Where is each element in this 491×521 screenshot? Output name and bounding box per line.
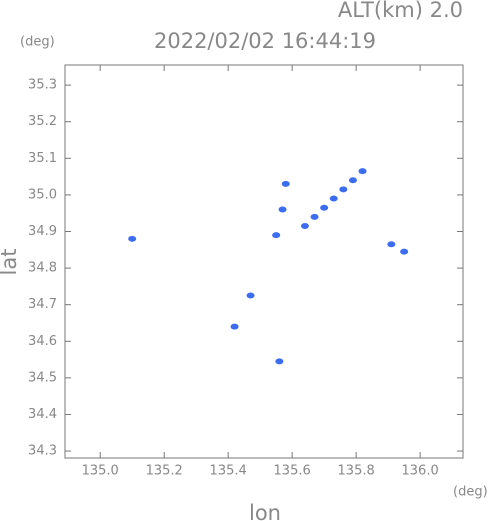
- x-tick-label: 135.8: [338, 464, 375, 479]
- y-tick-label: 34.6: [28, 334, 57, 349]
- plot-frame: [64, 64, 464, 459]
- y-tick-label: 34.7: [28, 297, 57, 312]
- y-tick-label: 34.5: [28, 370, 57, 385]
- chart-title: 2022/02/02 16:44:19: [154, 29, 376, 53]
- x-tick-label: 135.4: [210, 464, 247, 479]
- echo-point: [310, 213, 319, 220]
- echo-point: [272, 232, 281, 239]
- y-tick-label: 34.8: [28, 261, 57, 276]
- echo-point: [329, 195, 338, 202]
- y-tick-label: 35.1: [28, 151, 57, 166]
- echo-point: [400, 248, 409, 255]
- y-unit: (deg): [20, 35, 55, 50]
- y-tick-label: 35.0: [28, 187, 57, 202]
- x-tick-label: 135.0: [82, 464, 119, 479]
- echo-point: [281, 180, 290, 187]
- altitude-label: ALT(km) 2.0: [338, 0, 463, 22]
- x-unit: (deg): [453, 485, 488, 500]
- echo-point: [339, 186, 348, 193]
- echo-point: [275, 358, 284, 365]
- y-tick-label: 35.3: [28, 78, 57, 93]
- echo-point: [348, 177, 357, 184]
- y-tick-label: 34.9: [28, 224, 57, 239]
- echo-point: [230, 323, 239, 330]
- echo-point: [278, 206, 287, 213]
- echo-point: [128, 235, 137, 242]
- y-tick-label: 35.2: [28, 114, 57, 129]
- y-tick-label: 34.3: [28, 444, 57, 459]
- y-tick-label: 34.4: [28, 407, 57, 422]
- echo-point: [358, 168, 367, 175]
- echo-point: [387, 241, 396, 248]
- x-tick-label: 136.0: [402, 464, 439, 479]
- echo-point: [320, 204, 329, 211]
- echo-point: [300, 223, 309, 230]
- x-tick-label: 135.2: [146, 464, 183, 479]
- x-axis-title: lon: [249, 501, 281, 521]
- echo-point: [246, 292, 255, 299]
- x-tick-label: 135.6: [274, 464, 311, 479]
- y-axis-title: lat: [0, 249, 21, 276]
